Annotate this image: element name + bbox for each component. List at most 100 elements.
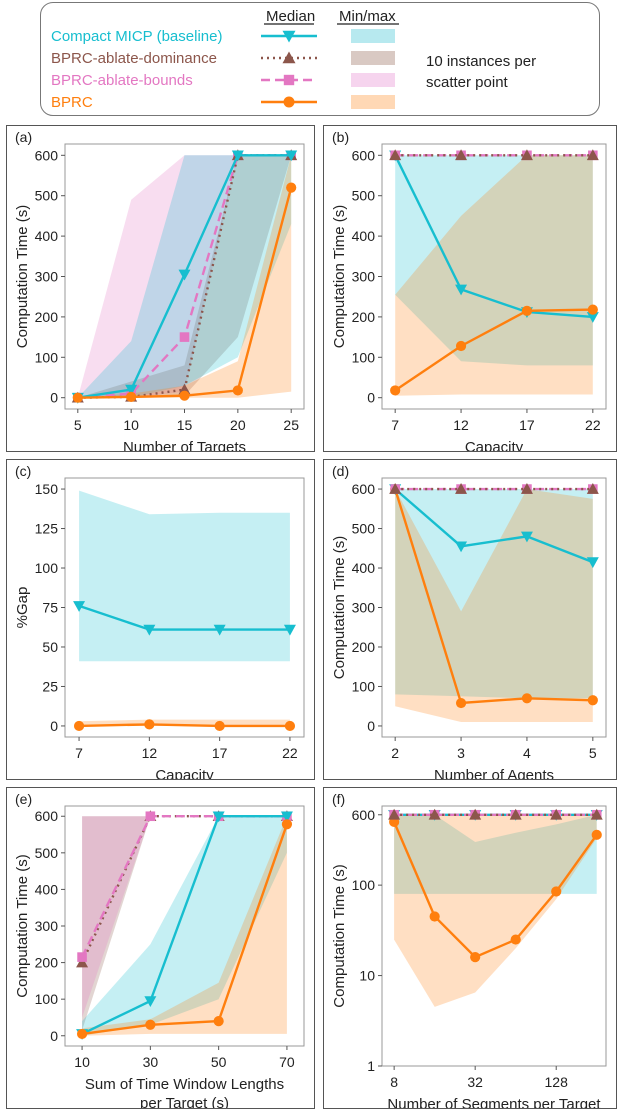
legend-marker-dom: [282, 51, 296, 64]
legend-marker-bprc: [283, 96, 295, 108]
legend-note-line1: 10 instances per: [426, 53, 536, 70]
band-e-micp: [82, 816, 287, 1036]
point-a-bprc-1: [126, 391, 137, 402]
point-d-dom-3: [586, 483, 599, 494]
line-c-bprc: [79, 723, 290, 728]
ytick-label-d-300: 300: [352, 600, 376, 616]
axes-frame-f: [381, 805, 607, 1067]
point-a-bnd-2: [179, 332, 190, 342]
point-d-micp-1: [455, 541, 468, 553]
point-a-bprc-3: [232, 385, 243, 396]
point-c-bprc-0: [73, 720, 85, 732]
band-a-dom: [77, 155, 292, 398]
series-f-bprc: [389, 816, 602, 963]
point-b-dom-2: [520, 149, 533, 161]
band-d-bprc: [395, 489, 593, 722]
ytick-label-c-125: 125: [35, 521, 59, 537]
ytick-label-d-600: 600: [352, 481, 376, 497]
xtick-label-a-2: 15: [177, 417, 193, 433]
ylabel-b: Computation Time (s): [331, 205, 348, 348]
point-b-bprc-3: [587, 304, 598, 315]
series-f-dom: [388, 808, 603, 820]
point-b-bprc-2: [521, 305, 533, 316]
xlabel-f: Number of Segments per Target: [387, 1096, 601, 1108]
ytick-label-b-600: 600: [352, 147, 376, 163]
legend-band-bnd: [351, 73, 395, 87]
point-d-bprc-3: [587, 695, 598, 706]
ytick-label-a-200: 200: [35, 309, 59, 325]
ytick-label-b-100: 100: [352, 349, 376, 365]
point-a-micp-4: [285, 150, 298, 162]
series-e-bprc: [76, 819, 293, 1040]
xlabel-d: Number of Agents: [434, 767, 554, 779]
point-c-micp-3: [283, 624, 296, 636]
bands-f: [394, 814, 597, 1007]
point-d-micp-2: [520, 531, 533, 543]
ytick-label-b-500: 500: [352, 188, 376, 204]
xlabel-b: Capacity: [465, 439, 524, 451]
point-f-dom-3: [509, 808, 522, 820]
ylabel-e: Computation Time (s): [14, 854, 31, 997]
panel-f: (f) 1 10 100 600 8 32 128 Number of Segments per…: [323, 787, 617, 1113]
point-f-dom-1: [428, 808, 441, 820]
point-b-bprc-0: [390, 385, 401, 396]
chart-a: (a) 0 100 200 300 400 500 600 5 10 15 20 25 Number of…: [14, 129, 305, 456]
point-e-bprc-3: [281, 819, 293, 830]
ytick-label-f-10: 10: [359, 968, 375, 984]
line-c-micp: [78, 604, 290, 631]
point-b-dom-1: [455, 149, 468, 161]
point-a-micp-3: [231, 150, 244, 162]
point-f-dom-2: [469, 808, 482, 820]
ylabel-c: %Gap: [14, 587, 31, 629]
ylabel-a: Computation Time (s): [14, 205, 31, 348]
ytick-label-a-0: 0: [50, 390, 58, 406]
ytick-label-e-0: 0: [50, 1028, 58, 1044]
ytick-label-e-200: 200: [35, 955, 59, 971]
line-d-bprc: [394, 488, 593, 705]
point-f-dom-0: [388, 808, 401, 820]
point-e-bnd-1: [145, 811, 156, 822]
point-a-bprc-4: [286, 182, 297, 193]
xtick-label-a-3: 20: [230, 417, 246, 433]
ytick-label-b-400: 400: [352, 228, 376, 244]
xlabel-e-line2: per Target (s): [140, 1095, 229, 1108]
xtick-label-d-2: 4: [523, 745, 531, 761]
xtick-label-b-2: 17: [519, 417, 535, 433]
legend: Median Min/max 10 instances per scatter …: [40, 2, 600, 116]
ytick-label-c-150: 150: [35, 481, 59, 497]
xtick-label-a-0: 5: [74, 417, 82, 433]
xtick-label-e-2: 50: [211, 1054, 227, 1070]
ytick-label-c-75: 75: [42, 600, 58, 616]
panel-b: (b) 0 100 200 300 400 500 600 7 12 17 22 Capacity Com…: [323, 125, 617, 456]
point-f-bprc-1: [429, 911, 440, 922]
point-e-bnd-0: [77, 952, 87, 962]
ytick-label-e-100: 100: [35, 991, 59, 1007]
point-b-micp-3: [586, 312, 599, 323]
xtick-label-a-4: 25: [283, 417, 299, 433]
point-c-micp-2: [213, 624, 226, 636]
ytick-label-c-100: 100: [35, 560, 59, 576]
point-f-bprc-2: [470, 952, 481, 963]
series-b-bprc: [390, 304, 598, 396]
band-e-dom: [82, 816, 287, 1031]
legend-header-median: Median: [266, 8, 315, 25]
legend-note-line2: scatter point: [426, 74, 509, 91]
ytick-label-f-1: 1: [367, 1058, 375, 1074]
panel-label-a: (a): [15, 129, 32, 145]
legend-band-dom: [351, 51, 395, 65]
xtick-label-f-0: 8: [390, 1074, 398, 1090]
ytick-label-e-600: 600: [35, 808, 59, 824]
point-c-bprc-2: [214, 720, 225, 732]
point-e-bprc-2: [213, 1016, 224, 1027]
point-b-dom-3: [586, 149, 599, 161]
xtick-label-d-0: 2: [391, 745, 399, 761]
band-e-bprc: [82, 816, 287, 1036]
chart-d: (d) 0 100 200 300 400 500 600 2 3 4 5 Number of Agen…: [331, 463, 607, 784]
ytick-label-f-100: 100: [352, 877, 376, 893]
point-b-micp-1: [455, 284, 468, 296]
chart-e: (e) 0 100 200 300 400 500 600 10 30 50 70 Sum of Tim…: [14, 791, 305, 1112]
point-e-micp-1: [144, 996, 157, 1007]
chart-b: (b) 0 100 200 300 400 500 600 7 12 17 22 Capacity Com…: [331, 129, 607, 456]
series-c-bprc: [73, 719, 296, 732]
xtick-label-e-3: 70: [279, 1054, 295, 1070]
